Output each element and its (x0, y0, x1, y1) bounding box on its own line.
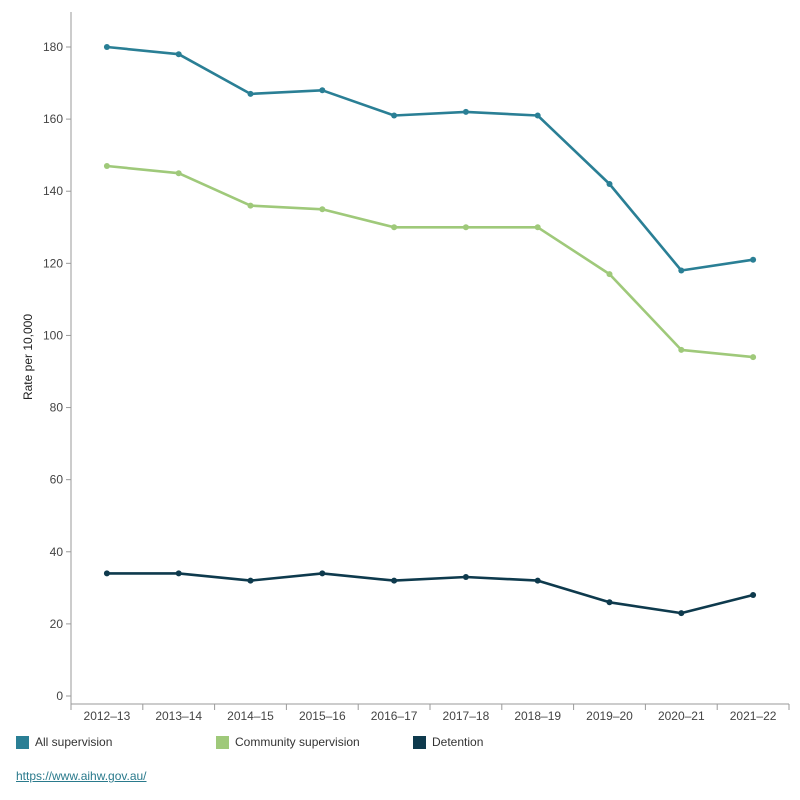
legend-swatch (16, 735, 29, 749)
data-point[interactable] (750, 256, 757, 263)
data-point[interactable] (247, 202, 254, 209)
data-point[interactable] (606, 181, 613, 188)
legend-label: Community supervision (235, 735, 360, 749)
y-tick-label: 120 (43, 256, 63, 270)
data-point[interactable] (391, 112, 398, 119)
y-axis-ticks: 0 20 40 60 80 100 120 140 160 180 (43, 40, 71, 703)
x-tick-label: 2018–19 (514, 709, 561, 723)
y-tick-label: 0 (56, 689, 63, 703)
data-point[interactable] (462, 224, 469, 231)
data-point[interactable] (247, 577, 254, 584)
x-tick-label: 2016–17 (371, 709, 418, 723)
series-line (105, 45, 755, 272)
x-tick-label: 2012–13 (84, 709, 131, 723)
x-tick-label: 2013–14 (155, 709, 202, 723)
data-point[interactable] (319, 87, 326, 94)
y-tick-label: 40 (50, 545, 64, 559)
x-tick-label: 2015–16 (299, 709, 346, 723)
source-link[interactable]: https://www.aihw.gov.au/ (16, 769, 147, 783)
series-line (105, 164, 755, 359)
series-lines (103, 44, 757, 617)
x-tick-label: 2021–22 (730, 709, 777, 723)
x-tick-label: 2014–15 (227, 709, 274, 723)
data-point[interactable] (678, 267, 685, 274)
data-point[interactable] (534, 577, 541, 584)
data-point[interactable] (175, 570, 182, 577)
legend-label: Detention (432, 735, 484, 749)
data-point[interactable] (319, 570, 326, 577)
data-point[interactable] (750, 354, 757, 361)
y-axis-title: Rate per 10,000 (21, 314, 35, 400)
data-point[interactable] (103, 570, 110, 577)
series-detention (103, 570, 757, 617)
y-tick-label: 100 (43, 328, 63, 342)
data-point[interactable] (391, 577, 398, 584)
series-all-supervision (103, 44, 757, 274)
data-point[interactable] (534, 112, 541, 119)
data-point[interactable] (175, 170, 182, 177)
data-point[interactable] (462, 108, 469, 115)
data-point[interactable] (247, 90, 254, 97)
x-tick-label: 2019–20 (586, 709, 633, 723)
data-point[interactable] (678, 346, 685, 353)
legend-swatch (413, 735, 426, 749)
legend-label: All supervision (35, 735, 113, 749)
y-tick-label: 160 (43, 112, 63, 126)
legend-item-community-supervision[interactable]: Community supervision (216, 735, 413, 749)
y-tick-label: 20 (50, 617, 64, 631)
data-point[interactable] (391, 224, 398, 231)
y-tick-label: 80 (50, 401, 64, 415)
y-tick-label: 180 (43, 40, 63, 54)
data-point[interactable] (678, 610, 685, 617)
y-tick-label: 140 (43, 184, 63, 198)
x-axis-ticks: 2012–13 2013–14 2014–15 2015–16 2016–17 2017–… (70, 704, 790, 723)
chart-legend: All supervision Community supervision De… (16, 735, 483, 749)
data-point[interactable] (175, 51, 182, 58)
x-tick-label: 2020–21 (658, 709, 705, 723)
legend-item-detention[interactable]: Detention (413, 735, 483, 749)
data-point[interactable] (103, 162, 110, 169)
series-community-supervision (103, 162, 757, 361)
data-point[interactable] (319, 206, 326, 213)
data-point[interactable] (534, 224, 541, 231)
data-point[interactable] (606, 271, 613, 278)
data-point[interactable] (750, 592, 757, 599)
data-point[interactable] (103, 44, 110, 50)
legend-item-all-supervision[interactable]: All supervision (16, 735, 216, 749)
y-tick-label: 60 (50, 473, 64, 487)
series-line (105, 572, 755, 615)
data-point[interactable] (462, 574, 469, 581)
data-point[interactable] (606, 599, 613, 606)
legend-swatch (216, 735, 229, 749)
x-tick-label: 2017–18 (443, 709, 490, 723)
